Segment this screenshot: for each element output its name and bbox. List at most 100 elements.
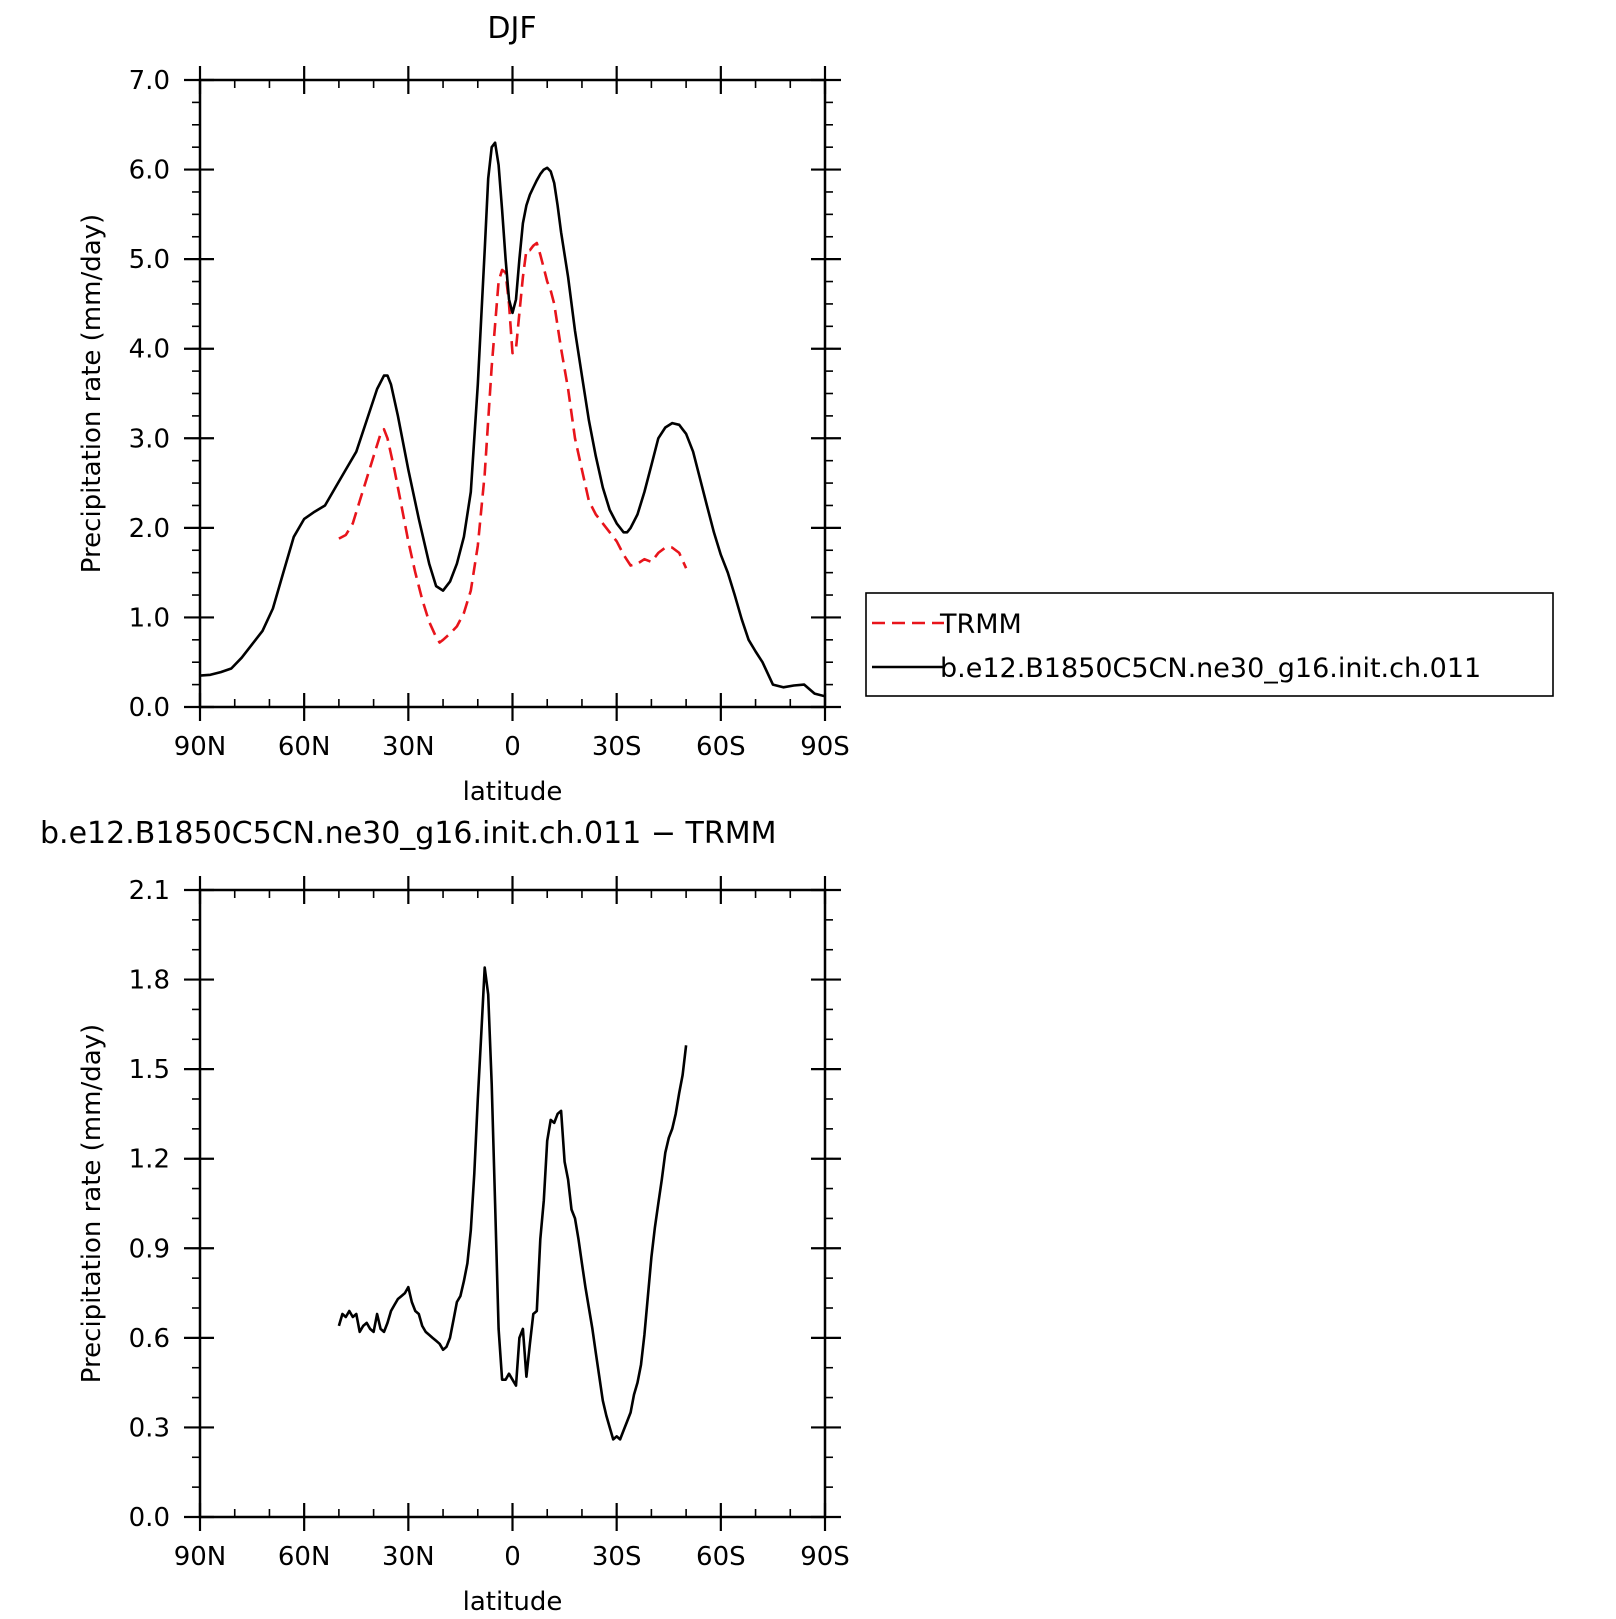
y-tick-label: 0.9	[129, 1234, 170, 1264]
data-point	[436, 637, 437, 638]
data-point	[665, 1152, 666, 1153]
data-point	[272, 608, 273, 609]
series-line-b-e12-b1850c5cn-ne30-g16-init-ch-011	[200, 141, 825, 698]
plot-frame	[198, 888, 827, 1519]
data-point	[387, 1322, 388, 1323]
data-point	[554, 183, 555, 184]
data-point	[502, 209, 503, 210]
data-point	[522, 277, 523, 278]
data-point	[602, 1400, 603, 1401]
data-point	[550, 1119, 551, 1120]
data-point	[453, 1319, 454, 1320]
data-point	[443, 590, 444, 591]
x-tick-label: 30S	[592, 1542, 642, 1572]
data-point	[679, 552, 680, 553]
data-point	[359, 500, 360, 501]
data-point	[436, 1340, 437, 1341]
data-point	[575, 330, 576, 331]
data-point	[623, 554, 624, 555]
data-point	[602, 523, 603, 524]
x-axis-title: latitude	[463, 777, 563, 807]
data-point	[665, 427, 666, 428]
data-point	[335, 487, 336, 488]
data-point	[509, 299, 510, 300]
data-point	[515, 348, 516, 349]
data-point	[609, 509, 610, 510]
data-point	[672, 547, 673, 548]
y-axis-title: Precipitation rate (mm/day)	[77, 1024, 107, 1383]
data-point	[422, 599, 423, 600]
series-line-trmm	[338, 241, 688, 644]
data-point	[599, 1376, 600, 1377]
data-point	[377, 389, 378, 390]
data-point	[366, 420, 367, 421]
y-tick-label: 7.0	[129, 66, 170, 96]
data-point	[672, 1128, 673, 1129]
data-point	[498, 1328, 499, 1329]
data-point	[488, 178, 489, 179]
x-tick-label: 60N	[278, 732, 331, 762]
data-point	[634, 1394, 635, 1395]
data-point	[578, 1239, 579, 1240]
data-point	[630, 1412, 631, 1413]
data-point	[644, 1334, 645, 1335]
data-point	[349, 1310, 350, 1311]
x-tick-label: 60S	[696, 732, 746, 762]
data-point	[345, 1316, 346, 1317]
chart-title: DJF	[487, 11, 536, 46]
data-point	[637, 563, 638, 564]
data-point	[651, 561, 652, 562]
data-point	[366, 1322, 367, 1323]
data-point	[682, 429, 683, 430]
data-point	[495, 1203, 496, 1204]
data-point	[338, 1325, 339, 1326]
data-point	[529, 250, 530, 251]
y-tick-label: 1.0	[129, 603, 170, 633]
data-point	[581, 375, 582, 376]
data-point	[602, 487, 603, 488]
data-point	[533, 187, 534, 188]
data-point	[529, 194, 530, 195]
data-point	[425, 1331, 426, 1332]
series-line-difference	[337, 966, 688, 1441]
data-point	[491, 147, 492, 148]
data-point	[505, 1379, 506, 1380]
data-point	[637, 514, 638, 515]
data-point	[418, 518, 419, 519]
data-point	[543, 169, 544, 170]
data-point	[609, 532, 610, 533]
y-tick-label: 2.0	[129, 514, 170, 544]
data-point	[616, 1436, 617, 1437]
data-point	[384, 375, 385, 376]
data-point	[415, 572, 416, 573]
data-point	[661, 1179, 662, 1180]
data-point	[450, 1337, 451, 1338]
data-point	[484, 474, 485, 475]
data-point	[470, 590, 471, 591]
data-point	[595, 456, 596, 457]
data-point	[783, 687, 784, 688]
data-point	[463, 536, 464, 537]
data-point	[627, 1421, 628, 1422]
legend-box	[865, 592, 1554, 697]
data-point	[502, 1379, 503, 1380]
data-point	[550, 290, 551, 291]
y-tick-label: 2.1	[129, 876, 170, 906]
data-point	[588, 1308, 589, 1309]
data-point	[401, 1296, 402, 1297]
data-point	[706, 505, 707, 506]
data-point	[588, 500, 589, 501]
data-point	[793, 685, 794, 686]
data-point	[814, 693, 815, 694]
data-point	[446, 1346, 447, 1347]
data-point	[338, 538, 339, 539]
data-point	[533, 1313, 534, 1314]
data-point	[210, 674, 211, 675]
data-point	[630, 565, 631, 566]
data-point	[408, 1287, 409, 1288]
data-point	[575, 438, 576, 439]
data-point	[536, 243, 537, 244]
legend-label: TRMM	[939, 609, 1022, 640]
data-point	[220, 672, 221, 673]
